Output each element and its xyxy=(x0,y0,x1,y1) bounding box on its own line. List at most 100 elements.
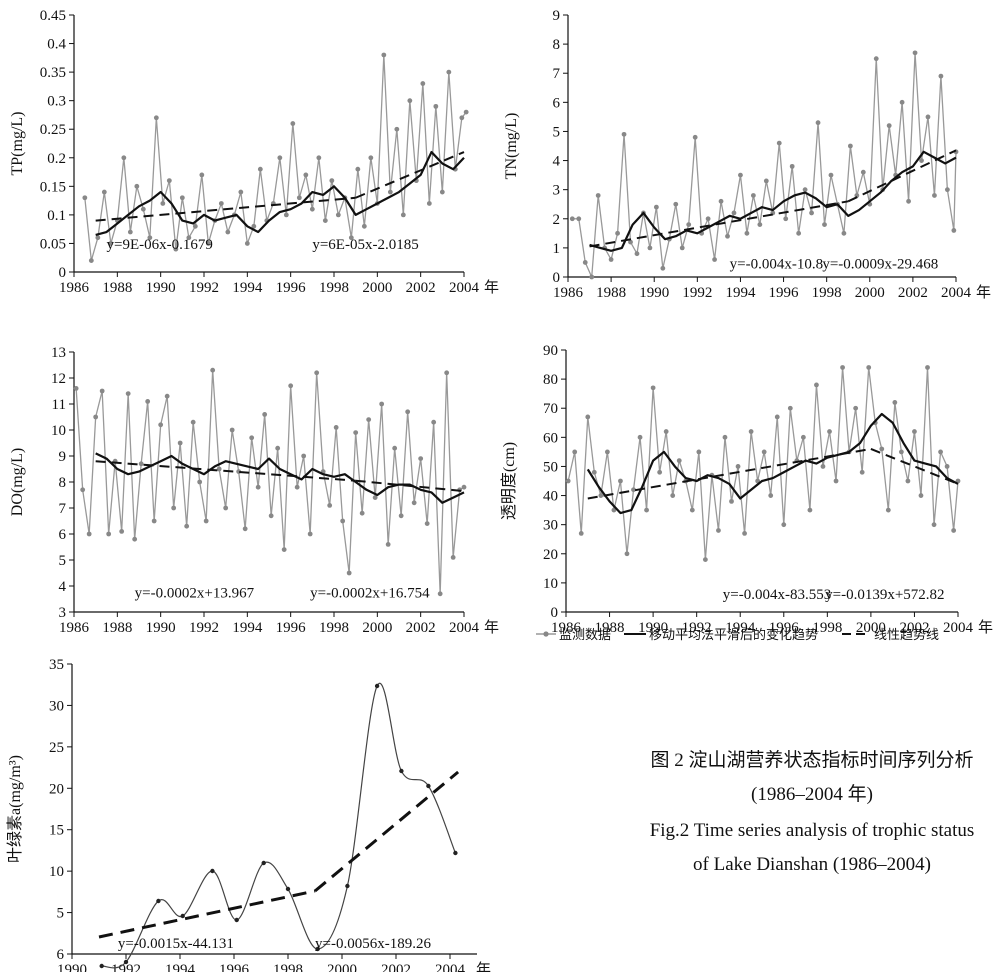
point-sd xyxy=(578,531,584,536)
point-sd xyxy=(879,446,885,452)
point-do xyxy=(132,536,138,542)
point-tp xyxy=(329,178,335,184)
point-tp xyxy=(407,98,413,104)
point-do xyxy=(379,401,385,407)
x-tick-label-sd: 2002 xyxy=(899,620,929,636)
series-monitoring-sd xyxy=(567,367,959,560)
trend-line-do-1 xyxy=(355,479,465,493)
y-tick-label-do: 7 xyxy=(59,501,67,517)
point-sd xyxy=(565,478,571,484)
y-tick-label-sd: 40 xyxy=(543,489,558,505)
point-sd xyxy=(748,429,754,434)
x-tick-label-sd: 1998 xyxy=(812,620,842,636)
x-tick-label-do: 1994 xyxy=(232,620,263,636)
y-tick-label-chla: 6 xyxy=(57,947,65,963)
point-sd xyxy=(827,429,832,434)
point-tp xyxy=(387,189,393,195)
point-chla xyxy=(234,917,239,923)
point-tn xyxy=(750,193,756,198)
point-chla xyxy=(399,768,404,774)
point-do xyxy=(151,518,157,524)
point-tn xyxy=(783,216,789,222)
point-do xyxy=(106,531,112,537)
point-sd xyxy=(735,464,741,469)
y-tick-label-chla: 30 xyxy=(49,698,64,714)
x-tick-label-chla: 2000 xyxy=(327,962,357,972)
point-do xyxy=(86,531,92,537)
point-tp xyxy=(426,201,432,206)
point-sd xyxy=(618,478,623,484)
point-sd xyxy=(814,382,819,388)
series-moving-average-sd xyxy=(586,412,959,515)
point-do xyxy=(80,487,86,493)
y-tick-label-tn: 6 xyxy=(553,95,561,111)
point-tn xyxy=(809,210,814,216)
point-tp xyxy=(205,241,211,246)
point-tp xyxy=(101,189,107,195)
y-tick-label-sd: 20 xyxy=(543,547,558,563)
point-tp xyxy=(283,212,289,218)
point-sd xyxy=(598,493,604,498)
y-tick-label-tn: 2 xyxy=(553,212,561,228)
point-sd xyxy=(702,557,708,562)
point-tn xyxy=(621,131,627,137)
equation-sd-1: y=-0.0139x+572.82 xyxy=(825,587,944,603)
y-tick-label-sd: 10 xyxy=(543,576,558,592)
point-do xyxy=(301,453,307,459)
y-tick-label-chla: 15 xyxy=(49,823,64,839)
point-chla xyxy=(374,683,380,689)
point-do xyxy=(411,500,417,506)
point-tn xyxy=(951,228,957,233)
point-sd xyxy=(663,429,669,434)
point-sd xyxy=(722,434,728,440)
point-do xyxy=(119,529,125,534)
point-sd xyxy=(572,449,578,455)
point-tp xyxy=(186,235,192,241)
trend-line-do-0 xyxy=(95,460,356,482)
point-sd xyxy=(774,414,780,420)
chart-tn: 0 1 2 3 4 5 6 7 8 9 1986 1988 1990 1992 1994 1996 1998 20… xyxy=(503,8,991,301)
y-tick-label-tn: 7 xyxy=(553,66,561,82)
chart-chla: 6 5 10 15 20 25 30 35 1990 1992 1994 1996 1998 2000 20… xyxy=(6,657,491,972)
equation-tn-0: y=-0.004x-10.8 xyxy=(730,256,823,272)
point-sd xyxy=(729,498,734,504)
x-tick-label-chla: 1990 xyxy=(57,962,87,972)
trend-line-tp-1 xyxy=(355,151,465,199)
y-tick-label-sd: 0 xyxy=(551,605,559,621)
point-tp xyxy=(439,189,445,195)
trend-line-tn-0 xyxy=(589,200,849,248)
x-axis-unit-sd: 年 xyxy=(978,619,993,636)
y-tick-label-do: 10 xyxy=(51,423,66,439)
point-sd xyxy=(944,464,950,469)
point-sd xyxy=(833,478,839,484)
point-tp xyxy=(303,172,309,178)
equation-do-0: y=-0.0002x+13.967 xyxy=(135,586,255,602)
equation-do-1: y=-0.0002x+16.754 xyxy=(310,586,430,602)
y-tick-label-do: 3 xyxy=(59,605,67,621)
point-tp xyxy=(88,258,94,263)
x-tick-label-tp: 1992 xyxy=(189,280,219,296)
point-tn xyxy=(569,216,575,222)
point-tn xyxy=(679,245,685,251)
point-do xyxy=(223,505,229,511)
y-tick-label-do: 5 xyxy=(59,553,67,569)
equation-tp-0: y=9E-06x-0.1679 xyxy=(107,237,213,253)
point-do xyxy=(418,456,424,461)
point-do xyxy=(333,425,339,430)
point-chla xyxy=(99,963,104,969)
equation-chla-1: y=-0.0056x-189.26 xyxy=(315,936,431,952)
x-tick-label-tn: 1986 xyxy=(553,285,584,301)
point-tp xyxy=(463,109,469,115)
point-tn xyxy=(595,193,601,198)
point-do xyxy=(99,388,105,394)
point-do xyxy=(203,518,209,524)
point-do xyxy=(262,412,268,417)
x-tick-label-tn: 1988 xyxy=(596,285,626,301)
point-do xyxy=(431,419,437,425)
point-do xyxy=(171,505,177,511)
caption-line-3: Fig.2 Time series analysis of trophic st… xyxy=(650,820,975,841)
x-tick-label-sd: 1994 xyxy=(725,620,756,636)
y-tick-label-chla: 20 xyxy=(49,781,64,797)
point-do xyxy=(190,419,196,425)
